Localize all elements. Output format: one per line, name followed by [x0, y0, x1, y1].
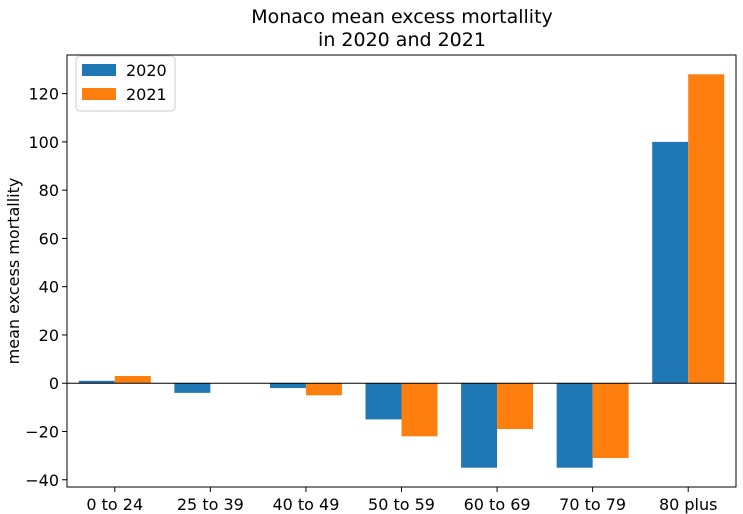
y-tick-label: 120	[28, 85, 59, 104]
bar-2021-3	[401, 383, 438, 437]
y-tick-label: −40	[25, 471, 59, 490]
y-axis-label: mean excess mortallity	[4, 178, 23, 365]
bars-layer	[78, 74, 725, 468]
y-tick-label: 20	[39, 326, 59, 345]
legend-label-2020: 2020	[126, 61, 167, 80]
y-tick-label: 0	[49, 374, 59, 393]
bar-2021-6	[688, 74, 725, 384]
legend-swatch-2021	[82, 88, 116, 100]
y-axis-ticks: −40 −20 0 20 40 60 80 100 120	[25, 85, 67, 490]
bar-2020-3	[365, 383, 402, 420]
bar-2020-1	[174, 383, 211, 393]
chart-title-line1: Monaco mean excess mortallity	[251, 6, 553, 28]
x-tick-label: 40 to 49	[272, 495, 339, 514]
legend-label-2021: 2021	[126, 85, 167, 104]
bar-2021-2	[305, 383, 342, 396]
y-tick-label: 80	[39, 181, 59, 200]
bar-2021-4	[497, 383, 534, 430]
x-axis-ticks: 0 to 24 25 to 39 40 to 49 50 to 59 60 to 69 7…	[86, 487, 717, 514]
bar-2020-6	[652, 141, 689, 384]
legend: 2020 2021	[75, 55, 176, 112]
bar-2020-0	[78, 380, 115, 384]
legend-swatch-2020	[82, 64, 116, 76]
y-tick-label: 40	[39, 278, 59, 297]
bar-2020-2	[269, 383, 306, 389]
y-tick-label: 100	[28, 133, 59, 152]
y-tick-label: 60	[39, 229, 59, 248]
bar-2021-5	[592, 383, 629, 459]
x-tick-label: 0 to 24	[86, 495, 143, 514]
bar-2021-0	[114, 375, 151, 384]
bar-2020-4	[461, 383, 498, 468]
bar-2020-5	[556, 383, 593, 468]
x-tick-label: 80 plus	[659, 495, 718, 514]
x-tick-label: 25 to 39	[177, 495, 244, 514]
x-tick-label: 50 to 59	[368, 495, 435, 514]
x-tick-label: 60 to 69	[464, 495, 531, 514]
x-tick-label: 70 to 79	[559, 495, 626, 514]
chart-title-line2: in 2020 and 2021	[318, 29, 486, 51]
y-tick-label: −20	[25, 422, 59, 441]
